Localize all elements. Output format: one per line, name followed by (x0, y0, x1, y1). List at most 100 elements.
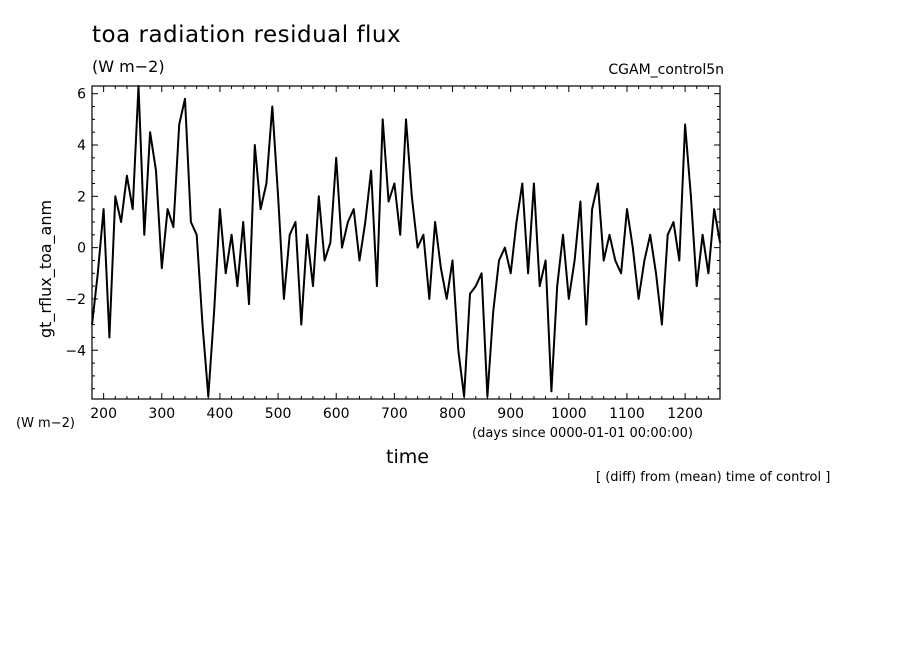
data-point (469, 293, 471, 295)
y-tick-label: 0 (77, 241, 86, 257)
data-point (591, 208, 593, 210)
x-axis-units: (days since 0000-01-01 00:00:00) (472, 426, 693, 441)
data-point (370, 169, 372, 172)
data-point (631, 246, 634, 249)
x-tick-label: 900 (497, 406, 524, 422)
data-point (190, 221, 192, 223)
y-axis-unit: (W m−2) (16, 416, 75, 431)
data-point (504, 246, 506, 249)
x-tick-label: 1200 (667, 406, 703, 422)
data-point (312, 285, 314, 287)
data-point (399, 234, 401, 236)
series-layer (91, 85, 721, 398)
x-tick-label: 1000 (551, 406, 587, 422)
y-ticks: −4 −2 0 2 4 6 (65, 87, 720, 390)
x-tick-label: 800 (439, 406, 466, 422)
data-point (178, 123, 181, 126)
data-point (120, 221, 122, 223)
data-point (701, 234, 704, 236)
data-point (655, 272, 657, 275)
data-point (515, 221, 518, 223)
data-point (637, 298, 640, 300)
data-point (608, 234, 611, 236)
data-point (102, 208, 105, 210)
x-tick-label: 200 (90, 406, 117, 422)
data-point (259, 208, 262, 210)
data-point (538, 285, 541, 287)
footnote: [ (diff) from (mean) time of control ] (596, 470, 831, 485)
data-point (573, 259, 576, 262)
data-point (201, 323, 204, 326)
data-point (707, 272, 710, 275)
y-tick-label: 2 (77, 189, 86, 205)
data-point (242, 221, 244, 223)
data-point (131, 208, 134, 210)
data-point (597, 182, 599, 185)
data-point (317, 195, 320, 198)
data-point (224, 272, 227, 275)
data-point (149, 131, 151, 133)
data-point (562, 234, 564, 236)
data-point (544, 259, 547, 262)
data-point (579, 200, 582, 203)
data-point (643, 259, 646, 262)
y-tick-label: 4 (77, 138, 86, 154)
data-point (422, 234, 425, 236)
data-point (108, 336, 111, 339)
data-point (492, 310, 495, 313)
data-point (219, 208, 221, 210)
data-point (521, 182, 524, 185)
data-point (195, 234, 198, 236)
data-point (381, 118, 384, 121)
data-point (666, 234, 669, 236)
data-point (416, 246, 419, 249)
x-tick-label: 1100 (609, 406, 645, 422)
data-point (126, 174, 128, 177)
data-point (184, 98, 186, 100)
x-tick-label: 500 (265, 406, 292, 422)
data-point (166, 208, 169, 210)
data-point (614, 259, 617, 262)
data-point (527, 272, 529, 275)
data-point (254, 144, 256, 146)
x-tick-label: 400 (207, 406, 234, 422)
title-unit: (W m−2) (92, 57, 165, 76)
data-point (114, 195, 117, 198)
series-line-0 (91, 85, 721, 398)
x-tick-label: 300 (148, 406, 175, 422)
chart-title: toa radiation residual flux (92, 22, 402, 48)
data-point (672, 221, 675, 223)
data-point (405, 118, 407, 121)
data-point (451, 259, 454, 262)
x-ticks: 200 300 400 500 600 700 800 900 1000 1100 1200 (90, 86, 721, 422)
data-point (265, 182, 268, 185)
data-point (684, 123, 686, 126)
x-axis-label: time (386, 446, 429, 468)
data-point (509, 272, 512, 275)
data-point (323, 259, 326, 262)
data-point (620, 272, 622, 275)
data-point (352, 208, 355, 210)
data-point (143, 234, 146, 236)
data-point (533, 182, 535, 185)
data-point (248, 303, 250, 305)
y-tick-label: −2 (65, 292, 86, 308)
data-point (428, 298, 431, 300)
data-point (294, 221, 297, 223)
data-point (713, 208, 715, 210)
data-point (271, 105, 274, 108)
data-point (690, 195, 692, 198)
data-point (288, 234, 291, 236)
data-point (585, 323, 588, 326)
data-point (498, 259, 500, 262)
data-point (329, 241, 332, 244)
data-point (236, 285, 239, 287)
run-name: CGAM_control5n (608, 62, 724, 78)
data-point (556, 285, 558, 287)
data-point (160, 267, 163, 269)
data-point (661, 323, 663, 326)
data-point (550, 390, 553, 393)
data-point (213, 310, 215, 313)
data-point (341, 246, 343, 249)
data-point (411, 195, 413, 198)
